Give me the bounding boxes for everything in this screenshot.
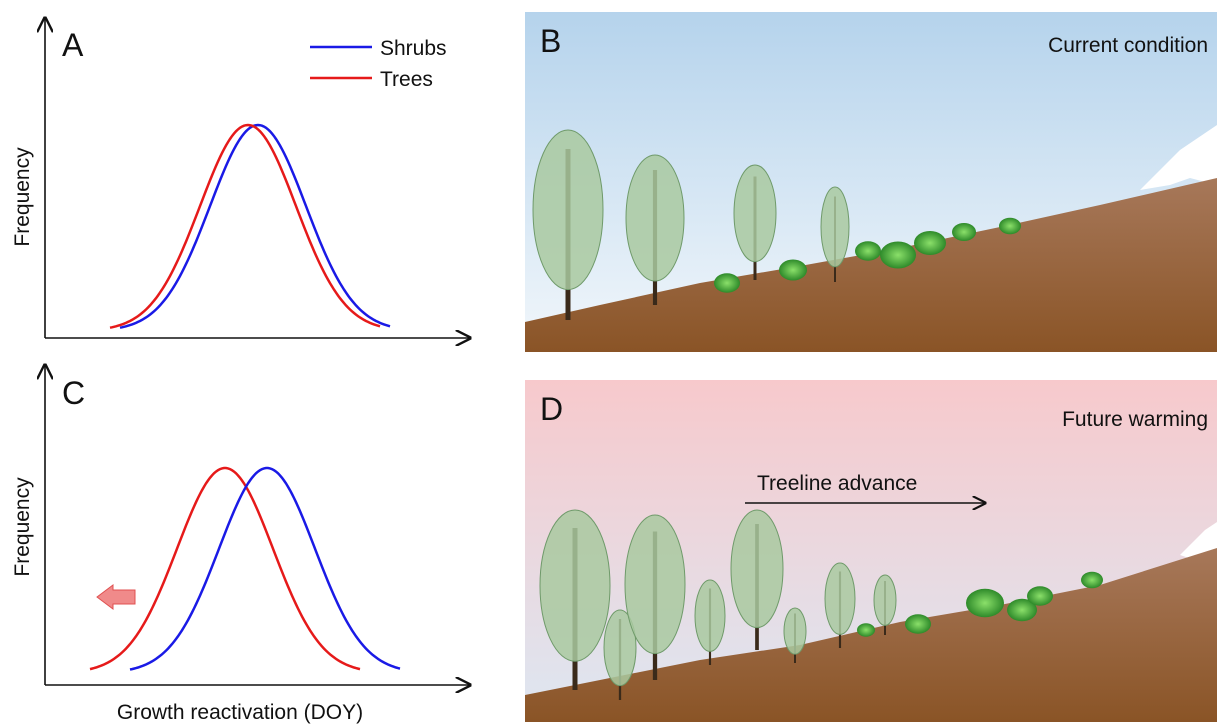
tree-crown: [540, 510, 610, 661]
curve: [90, 468, 360, 669]
tree-crown: [695, 580, 725, 651]
panel-label: B: [540, 23, 561, 59]
shrub: [714, 273, 740, 293]
shrub: [914, 231, 946, 255]
shrub: [999, 218, 1021, 235]
tree-crown: [626, 155, 684, 281]
shrub: [905, 614, 931, 634]
shrub: [952, 223, 976, 241]
tree-crown: [874, 575, 896, 625]
curve: [110, 125, 380, 328]
y-axis-label: Frequency: [11, 477, 34, 577]
panel-label: C: [62, 375, 85, 411]
tree-crown: [734, 165, 776, 262]
shift-arrow: [97, 585, 135, 609]
y-axis-label: Frequency: [11, 147, 34, 247]
shrub: [966, 589, 1004, 618]
panel-label: D: [540, 391, 563, 427]
panel-label: A: [62, 27, 84, 63]
tree-crown: [533, 130, 603, 290]
panel-title: Current condition: [1048, 34, 1208, 57]
shrub: [779, 260, 807, 281]
legend-label: Trees: [380, 68, 433, 91]
tree-crown: [825, 563, 855, 634]
shrub: [1081, 572, 1103, 589]
shrub: [880, 242, 916, 269]
figure: A Frequency Shrubs Trees C Frequency Gro…: [0, 0, 1222, 726]
legend-label: Shrubs: [380, 37, 447, 60]
curve: [120, 125, 390, 328]
panel-title: Future warming: [1062, 408, 1208, 431]
annotation: Treeline advance: [757, 472, 917, 495]
shrub: [857, 623, 875, 637]
tree-crown: [625, 515, 685, 654]
shrub: [1027, 586, 1053, 606]
tree-crown: [821, 187, 849, 267]
x-axis-label: Growth reactivation (DOY): [117, 701, 363, 724]
tree-crown: [784, 608, 806, 654]
shrub: [855, 241, 881, 261]
tree-crown: [731, 510, 783, 628]
